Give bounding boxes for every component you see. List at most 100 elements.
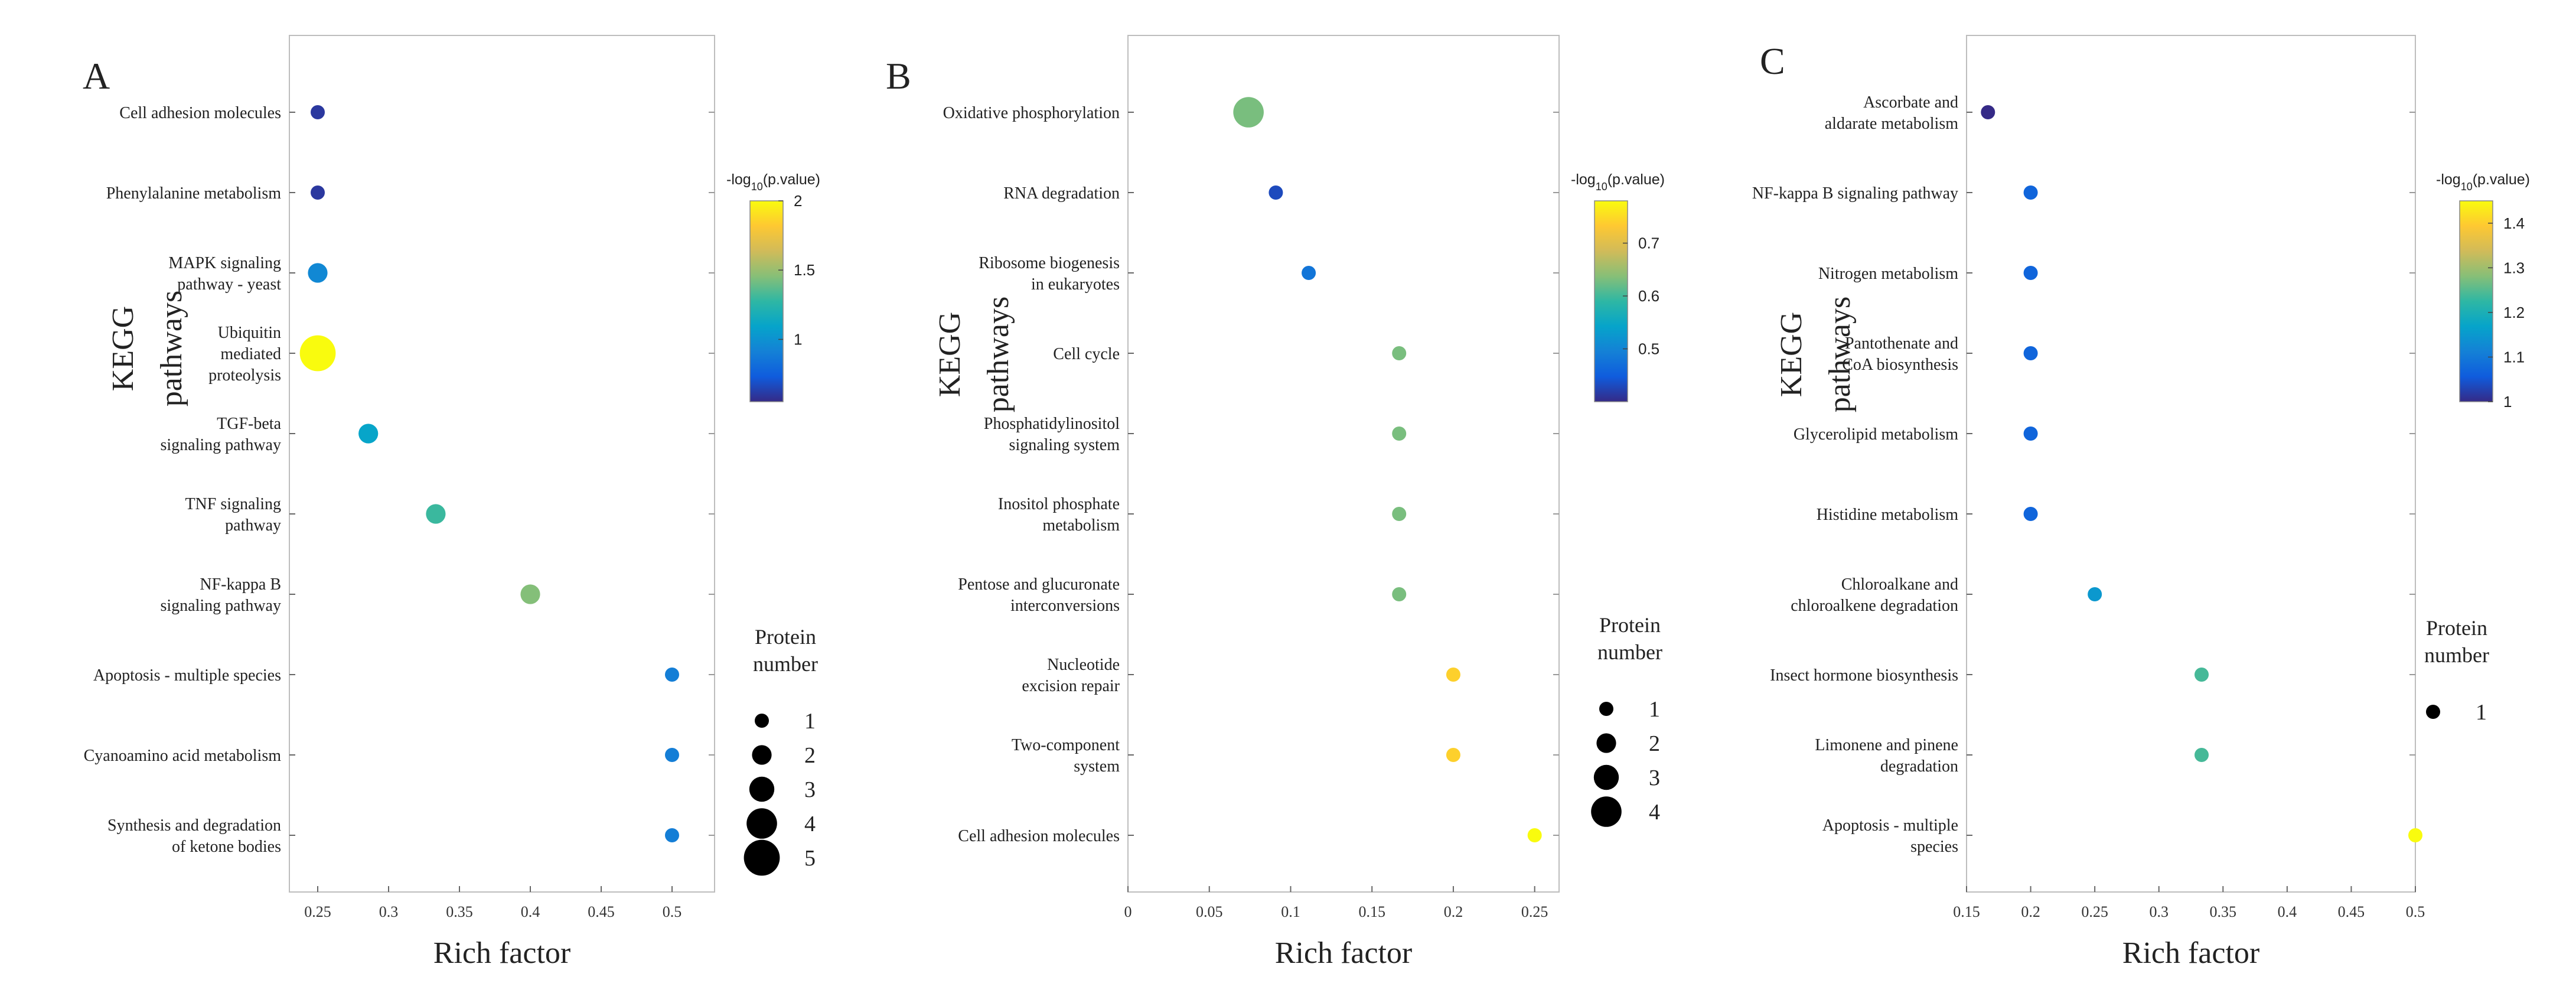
size-legend-marker <box>752 745 772 765</box>
colorbar-tick-label: 2 <box>794 192 802 210</box>
x-tick-label: 0.1 <box>1281 903 1300 920</box>
colorbar-tick-label: 1 <box>2503 393 2512 411</box>
size-legend-marker <box>2426 705 2440 719</box>
colorbar-title: -log10(p.value) <box>2436 171 2530 193</box>
x-tick-label: 0.2 <box>1444 903 1463 920</box>
data-point <box>2023 266 2038 280</box>
category-label: Ubiquitin mediated proteolysis <box>208 324 281 385</box>
category-label: Cell cycle <box>1053 345 1120 363</box>
size-legend: Protein number 1 <box>2424 616 2489 725</box>
data-point <box>1392 507 1407 521</box>
size-legend-label: 1 <box>804 709 816 734</box>
x-tick-label: 0.15 <box>1953 903 1980 920</box>
size-legend-marker <box>1596 733 1616 753</box>
data-point <box>520 584 540 604</box>
data-point <box>308 263 328 283</box>
colorbar-title: -log10(p.value) <box>726 171 820 193</box>
x-tick-label: 0.45 <box>2338 903 2365 920</box>
category-label: Phenylalanine metabolism <box>106 184 281 203</box>
x-tick-label: 0.4 <box>2278 903 2297 920</box>
y-axis-title: KEGG pathways <box>933 297 1015 412</box>
size-legend-label: 3 <box>1649 766 1660 790</box>
data-point <box>1233 97 1264 128</box>
data-point <box>358 424 379 444</box>
category-label: Cell adhesion molecules <box>119 104 281 122</box>
colorbar: -log10(p.value) 1 1.1 1.2 1.3 1.4 <box>2436 171 2530 411</box>
x-tick-label: 0.05 <box>1196 903 1223 920</box>
data-point <box>1392 427 1407 441</box>
x-tick-label: 0.25 <box>2081 903 2108 920</box>
size-legend-label: 4 <box>804 812 816 836</box>
category-label: Apoptosis - multiple species <box>1822 816 1958 856</box>
size-legend-marker <box>1591 796 1622 827</box>
colorbar-gradient <box>1594 200 1628 402</box>
data-point <box>2023 185 2038 200</box>
colorbar-tick-label: 1.5 <box>794 261 815 279</box>
panel-c: C KEGG pathways 0.15 0.2 0.25 0.3 0.35 0.4 0.45 0.… <box>1752 35 2530 970</box>
category-label: Phosphatidylinositol signaling system <box>984 415 1120 454</box>
data-point <box>2023 507 2038 521</box>
size-legend-marker <box>1599 702 1613 716</box>
colorbar-tick-label: 1.1 <box>2503 348 2525 366</box>
panel-letter: A <box>83 55 110 97</box>
x-tick-label: 0.5 <box>663 903 682 920</box>
data-point <box>1269 185 1283 200</box>
panel-letter: C <box>1760 40 1785 82</box>
size-legend-title: Protein number <box>1597 613 1662 664</box>
x-tick-label: 0.35 <box>2210 903 2237 920</box>
data-point <box>1527 828 1542 842</box>
category-label: Pentose and glucuronate interconversions <box>958 575 1120 615</box>
colorbar: -log10(p.value) 0.5 0.6 0.7 <box>1571 171 1665 402</box>
category-label: Cell adhesion molecules <box>958 827 1120 845</box>
size-legend-label: 1 <box>2476 700 2487 725</box>
panel-b: B KEGG pathways 0 0.05 0.1 0.15 0.2 0.25 Rich fac… <box>886 35 1665 970</box>
data-point <box>2023 346 2038 360</box>
data-point <box>665 748 679 762</box>
x-axis-title: Rich factor <box>2122 936 2259 970</box>
panel-a: A KEGG pathways 0.25 0.3 0.35 0.4 0.45 0.5 Rich f… <box>83 35 820 970</box>
size-legend-marker <box>749 776 775 802</box>
category-label: Pantothenate and CoA biosynthesis <box>1842 334 1958 374</box>
size-legend-label: 5 <box>804 846 816 871</box>
category-label: Ribosome biogenesis in eukaryotes <box>979 254 1120 294</box>
size-legend-label: 4 <box>1649 800 1660 825</box>
size-legend-marker <box>1593 764 1619 790</box>
category-label: Synthesis and degradation of ketone bodie… <box>107 816 281 856</box>
x-axis-title: Rich factor <box>1275 936 1412 970</box>
x-tick-label: 0.25 <box>304 903 331 920</box>
data-point <box>299 335 336 372</box>
colorbar-tick-label: 1.3 <box>2503 259 2525 276</box>
category-label: Histidine metabolism <box>1817 506 1959 524</box>
colorbar-gradient <box>2459 200 2493 402</box>
axes-frame <box>1127 35 1560 893</box>
data-point <box>2195 748 2209 762</box>
x-tick-label: 0.15 <box>1358 903 1385 920</box>
size-legend-label: 2 <box>804 743 816 768</box>
x-axis-title: Rich factor <box>433 936 570 970</box>
category-label: NF-kappa B signaling pathway <box>1752 184 1958 203</box>
category-label: Chloroalkane and chloroalkene degradation <box>1791 575 1958 615</box>
category-label: Oxidative phosphorylation <box>943 104 1120 122</box>
x-tick-label: 0.25 <box>1521 903 1548 920</box>
x-tick-label: 0.3 <box>2149 903 2169 920</box>
category-label: Cyanoamino acid metabolism <box>84 747 282 765</box>
size-legend-title: Protein number <box>2424 616 2489 667</box>
category-label: Apoptosis - multiple species <box>93 666 281 685</box>
size-legend-title: Protein number <box>753 625 818 676</box>
data-point <box>311 105 325 119</box>
colorbar-gradient <box>749 200 784 402</box>
category-label: RNA degradation <box>1003 184 1120 203</box>
x-tick-label: 0.5 <box>2406 903 2425 920</box>
data-point <box>1392 587 1407 601</box>
data-point <box>1446 748 1460 762</box>
colorbar-tick-label: 1.2 <box>2503 304 2525 321</box>
size-legend-label: 1 <box>1649 697 1660 722</box>
category-label: TGF-beta signaling pathway <box>160 415 281 454</box>
y-axis-title: KEGG pathways <box>106 291 188 406</box>
category-label: Glycerolipid metabolism <box>1794 425 1958 444</box>
colorbar-tick-label: 0.7 <box>1638 235 1659 252</box>
colorbar-tick-label: 0.5 <box>1638 340 1659 358</box>
